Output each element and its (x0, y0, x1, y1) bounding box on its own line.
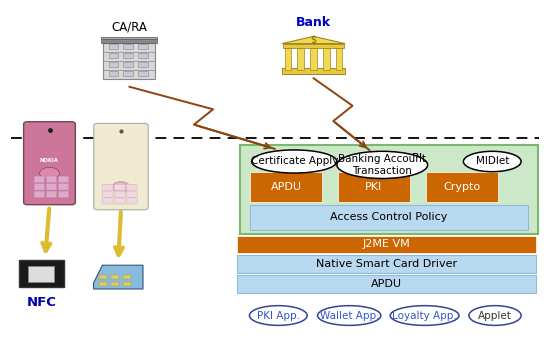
Bar (99, 282, 107, 286)
FancyBboxPatch shape (35, 136, 64, 156)
Bar (123, 45, 133, 49)
FancyBboxPatch shape (34, 176, 45, 183)
FancyBboxPatch shape (250, 205, 528, 230)
Bar (139, 62, 147, 67)
Text: NFC: NFC (26, 296, 56, 309)
Text: Native Smart Card Driver: Native Smart Card Driver (316, 259, 457, 269)
FancyBboxPatch shape (46, 184, 57, 190)
Text: Applet: Applet (478, 310, 512, 321)
Bar (139, 71, 147, 76)
FancyBboxPatch shape (101, 173, 141, 206)
FancyBboxPatch shape (426, 172, 498, 202)
FancyBboxPatch shape (282, 68, 345, 74)
Ellipse shape (318, 306, 381, 325)
Text: CA/RA: CA/RA (111, 20, 147, 33)
Circle shape (112, 182, 130, 192)
Bar (109, 71, 118, 76)
Bar (123, 71, 133, 76)
Text: JSR 177 API: JSR 177 API (355, 152, 423, 165)
FancyBboxPatch shape (114, 191, 125, 197)
Text: Banking Account
Transaction: Banking Account Transaction (338, 154, 426, 176)
Ellipse shape (252, 150, 337, 173)
FancyBboxPatch shape (126, 184, 138, 190)
Text: J2ME VM: J2ME VM (362, 239, 410, 250)
Bar (109, 45, 118, 49)
FancyBboxPatch shape (58, 176, 69, 183)
FancyBboxPatch shape (24, 122, 75, 205)
Ellipse shape (390, 306, 459, 325)
FancyBboxPatch shape (236, 236, 536, 253)
FancyBboxPatch shape (46, 176, 57, 183)
Text: PKI App.: PKI App. (257, 310, 300, 321)
Text: $: $ (310, 34, 317, 44)
FancyBboxPatch shape (19, 260, 63, 288)
Bar (123, 62, 133, 67)
Text: APDU: APDU (371, 279, 402, 289)
FancyBboxPatch shape (101, 37, 157, 39)
Text: PKI: PKI (365, 182, 383, 192)
FancyBboxPatch shape (32, 174, 67, 200)
FancyBboxPatch shape (126, 198, 138, 204)
FancyBboxPatch shape (32, 131, 67, 158)
Bar (123, 282, 131, 286)
Text: MIDlet: MIDlet (476, 156, 509, 167)
Text: Wallet App.: Wallet App. (320, 310, 379, 321)
FancyBboxPatch shape (94, 123, 148, 210)
Bar (139, 45, 147, 49)
FancyBboxPatch shape (240, 145, 538, 234)
FancyBboxPatch shape (103, 44, 155, 79)
Text: NOKIA: NOKIA (40, 158, 59, 163)
FancyBboxPatch shape (298, 48, 304, 70)
FancyBboxPatch shape (114, 198, 125, 204)
Bar (109, 62, 118, 67)
Text: Bank: Bank (296, 16, 331, 29)
Ellipse shape (469, 306, 521, 325)
Ellipse shape (250, 306, 307, 325)
Bar (111, 282, 119, 286)
Bar (139, 53, 147, 58)
FancyBboxPatch shape (101, 39, 157, 44)
FancyBboxPatch shape (114, 184, 125, 190)
Text: Access Control Policy: Access Control Policy (331, 212, 448, 222)
Ellipse shape (337, 151, 428, 179)
FancyBboxPatch shape (58, 191, 69, 198)
Polygon shape (94, 265, 143, 289)
Text: APDU: APDU (271, 182, 301, 192)
FancyBboxPatch shape (126, 191, 138, 197)
Text: Certificate Apply: Certificate Apply (251, 156, 338, 167)
Ellipse shape (463, 151, 521, 172)
FancyBboxPatch shape (101, 134, 141, 165)
Bar (111, 275, 119, 279)
FancyBboxPatch shape (28, 266, 54, 282)
FancyBboxPatch shape (102, 184, 113, 190)
Bar (109, 53, 118, 58)
FancyBboxPatch shape (236, 255, 536, 273)
Bar (123, 53, 133, 58)
FancyBboxPatch shape (102, 191, 113, 197)
Bar (123, 275, 131, 279)
FancyBboxPatch shape (28, 160, 72, 167)
Text: Loyalty App.: Loyalty App. (392, 310, 457, 321)
Polygon shape (282, 36, 345, 44)
FancyBboxPatch shape (34, 191, 45, 198)
FancyBboxPatch shape (336, 48, 342, 70)
FancyBboxPatch shape (46, 191, 57, 198)
FancyBboxPatch shape (102, 198, 113, 204)
FancyBboxPatch shape (285, 48, 292, 70)
FancyBboxPatch shape (58, 184, 69, 190)
Circle shape (40, 167, 59, 180)
FancyBboxPatch shape (283, 44, 344, 48)
Text: Crypto: Crypto (443, 182, 481, 192)
FancyBboxPatch shape (101, 129, 141, 137)
FancyBboxPatch shape (323, 48, 329, 70)
FancyBboxPatch shape (236, 275, 536, 293)
FancyBboxPatch shape (34, 184, 45, 190)
FancyBboxPatch shape (250, 172, 322, 202)
FancyBboxPatch shape (338, 172, 410, 202)
FancyBboxPatch shape (310, 48, 317, 70)
Bar (99, 275, 107, 279)
